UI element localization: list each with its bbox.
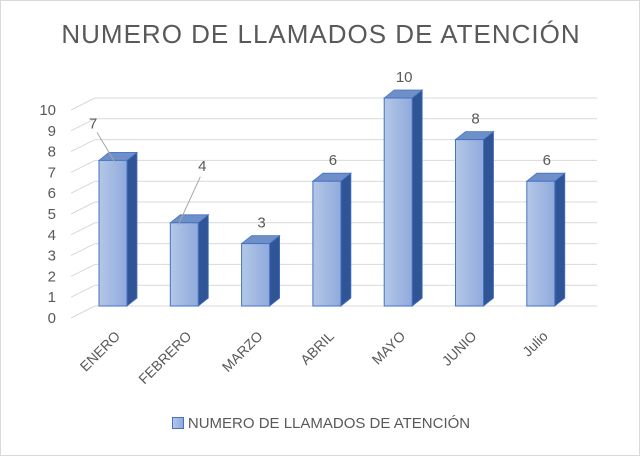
x-tick-label: ABRIL [297, 328, 337, 368]
data-label: 8 [471, 111, 479, 128]
gridline [70, 118, 597, 132]
y-tick-label: 2 [48, 268, 56, 285]
bar-side [483, 130, 494, 307]
bar-front [383, 97, 413, 307]
bar-side [126, 151, 138, 307]
x-tick-label: MAYO [369, 328, 409, 368]
bar-side [411, 89, 423, 307]
x-tick-label: FEBRERO [135, 328, 194, 387]
leader-line [177, 176, 201, 226]
y-tick-label: 5 [48, 206, 56, 223]
bar-front [98, 159, 128, 307]
y-tick-label: 1 [48, 289, 56, 306]
y-tick-label: 3 [48, 248, 56, 265]
legend-swatch [171, 417, 184, 429]
bar-junio [454, 130, 495, 307]
y-tick-label: 9 [48, 123, 56, 140]
x-tick-label: MARZO [219, 328, 266, 375]
gridline [70, 201, 597, 215]
data-label: 6 [329, 152, 337, 169]
chart-title: NUMERO DE LLAMADOS DE ATENCIÓN [61, 19, 581, 49]
bar-marzo [240, 234, 281, 307]
bar-febrero [169, 213, 210, 307]
y-tick-label: 4 [48, 227, 56, 244]
bar-front [312, 180, 342, 307]
leader-line [96, 132, 116, 163]
bar-abril [311, 172, 353, 307]
bar-side [197, 213, 209, 307]
x-tick-label: ENERO [77, 328, 124, 375]
y-tick-label: 7 [48, 164, 56, 181]
y-tick-label: 8 [48, 144, 56, 161]
legend-label: NUMERO DE LLAMADOS DE ATENCIÓN [187, 415, 471, 432]
x-tick-label: JUNIO [439, 328, 480, 369]
gridline [70, 243, 597, 257]
gridline [70, 159, 597, 173]
data-label: 7 [89, 115, 97, 132]
bar-julio [525, 172, 566, 307]
x-tick-label: Julio [519, 328, 551, 360]
gridline [70, 97, 597, 111]
gridline [70, 305, 597, 319]
y-tick-label: 0 [48, 310, 56, 327]
gridline [70, 222, 597, 236]
bar-side [554, 172, 566, 307]
data-label: 3 [257, 215, 265, 232]
bar-side [269, 234, 281, 307]
bar-mayo [383, 89, 424, 307]
bar-front [455, 139, 484, 307]
y-tick-label: 6 [48, 185, 56, 202]
bar-front [169, 222, 199, 307]
legend: NUMERO DE LLAMADOS DE ATENCIÓN [1, 415, 640, 432]
bar-side [340, 172, 352, 307]
bar-enero [97, 151, 139, 307]
data-label: 6 [543, 152, 551, 169]
data-label: 4 [198, 158, 206, 175]
y-tick-label: 10 [39, 102, 56, 119]
data-label: 10 [396, 69, 413, 86]
gridline [70, 263, 597, 277]
gridline [70, 284, 597, 298]
bar-front [526, 180, 556, 307]
gridline [70, 139, 597, 153]
gridline [70, 180, 597, 194]
bar-front [241, 243, 271, 307]
